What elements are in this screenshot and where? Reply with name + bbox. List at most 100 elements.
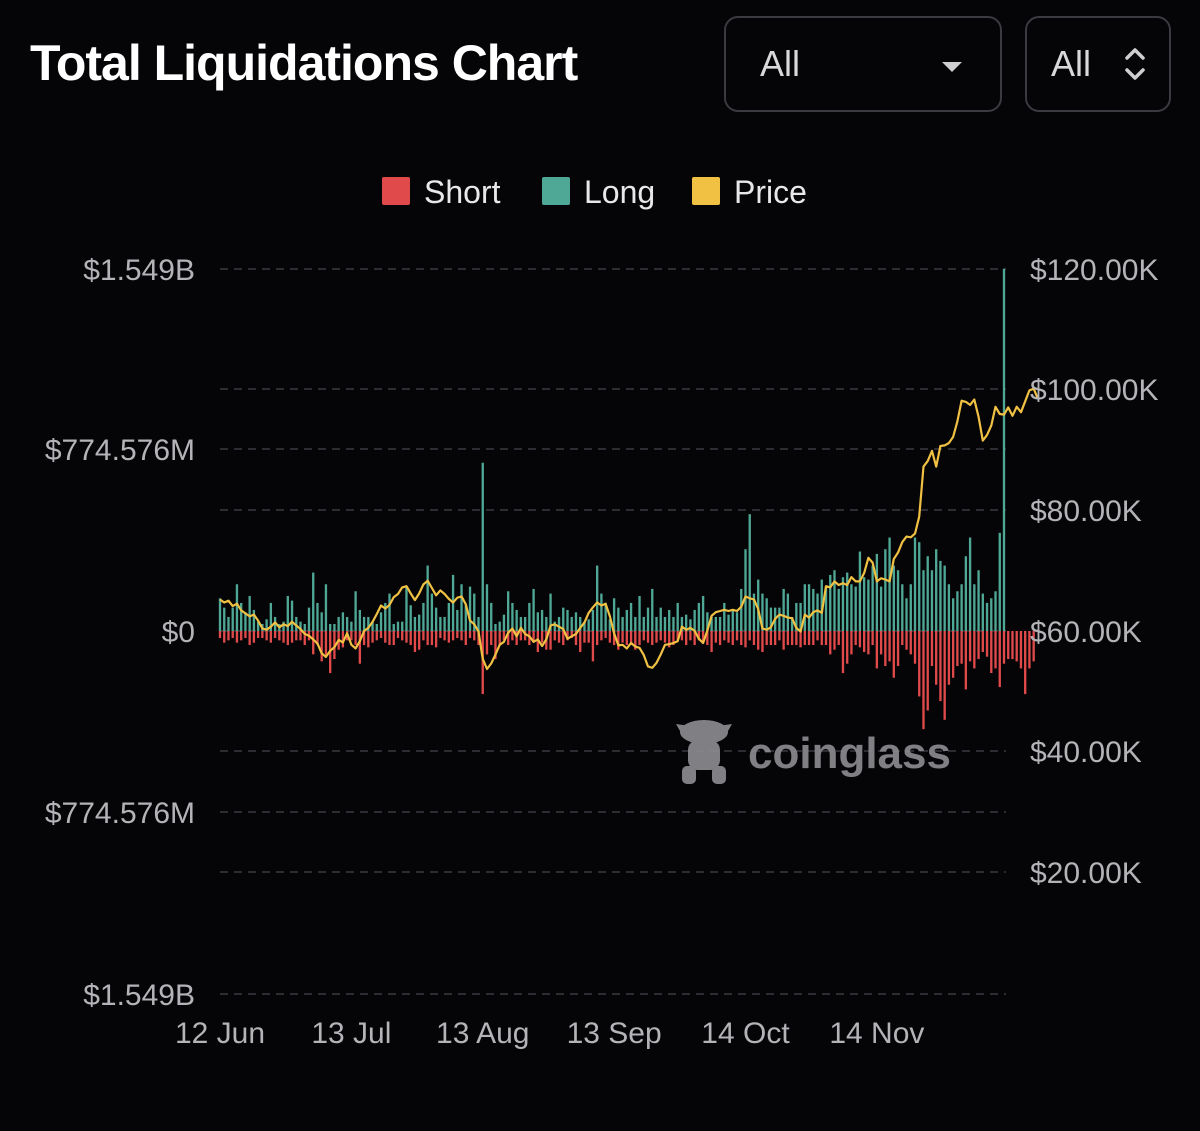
long-bar — [409, 605, 412, 631]
short-bar — [651, 631, 654, 646]
long-bar — [651, 588, 654, 631]
coinglass-watermark: coinglass — [676, 720, 951, 784]
short-bar — [532, 631, 535, 643]
short-bar — [295, 631, 298, 641]
long-bar — [951, 598, 955, 631]
short-bar — [977, 631, 980, 660]
legend-label-long: Long — [584, 174, 655, 210]
long-bar — [629, 602, 633, 631]
short-bar — [807, 631, 811, 646]
legend-label-price: Price — [734, 174, 807, 210]
long-bar — [807, 584, 811, 631]
filter-select-secondary[interactable]: All — [1025, 16, 1171, 112]
short-bar — [434, 631, 438, 648]
short-bar — [803, 631, 806, 646]
long-bar — [375, 623, 378, 631]
short-bar — [379, 631, 383, 639]
long-bar — [553, 621, 556, 631]
short-bar — [375, 631, 378, 641]
short-bar — [634, 631, 637, 650]
long-bar — [367, 616, 370, 631]
short-bar — [625, 631, 628, 646]
short-bar — [629, 631, 633, 646]
short-bar — [867, 631, 870, 655]
short-bar — [1024, 631, 1027, 695]
short-bar — [714, 631, 717, 643]
x-axis-tick-label: 13 Aug — [436, 1017, 529, 1050]
short-bar — [655, 631, 658, 643]
short-bar — [846, 631, 849, 664]
right-axis-tick-label: $20.00K — [1030, 857, 1142, 890]
long-bar — [668, 609, 671, 631]
filter-select-secondary-value: All — [1051, 43, 1092, 84]
long-bar — [354, 591, 357, 631]
short-bar — [642, 631, 645, 641]
short-bar — [570, 631, 573, 639]
short-bar — [926, 631, 929, 711]
long-bar — [680, 616, 684, 631]
long-bar — [769, 607, 773, 631]
long-bar — [714, 616, 717, 631]
long-bar — [846, 572, 849, 631]
long-bar — [329, 623, 332, 631]
short-bar — [562, 631, 565, 646]
short-bar — [350, 631, 353, 641]
long-bar — [943, 565, 946, 631]
short-bar — [799, 631, 802, 648]
short-bar — [1015, 631, 1018, 662]
long-bar — [579, 616, 582, 631]
short-bar — [947, 631, 951, 685]
long-bar — [434, 607, 438, 631]
short-bar — [248, 631, 251, 646]
long-bar — [799, 602, 802, 631]
long-bar — [731, 609, 734, 631]
short-bar — [727, 631, 730, 643]
right-axis-tick-label: $100.00K — [1030, 374, 1158, 407]
long-bar — [507, 591, 510, 631]
long-bar — [612, 598, 616, 631]
page-title: Total Liquidations Chart — [30, 35, 578, 91]
short-bar — [553, 631, 556, 641]
short-bar — [943, 631, 946, 720]
long-bar — [689, 619, 692, 631]
short-bar — [223, 631, 226, 643]
short-bar — [384, 631, 387, 643]
short-bar — [362, 631, 366, 646]
long-bar — [744, 549, 747, 631]
short-bar — [812, 631, 815, 646]
short-bar — [761, 631, 764, 653]
long-bar — [320, 612, 323, 631]
short-bar — [973, 631, 976, 669]
legend-label-short: Short — [424, 174, 501, 210]
short-bar — [621, 631, 624, 643]
long-bar — [532, 588, 535, 631]
short-bar — [265, 631, 268, 641]
legend-swatch-price — [692, 177, 720, 205]
long-bar — [498, 621, 501, 631]
long-bar — [922, 570, 925, 631]
long-bar — [901, 584, 904, 631]
long-bar — [405, 586, 408, 631]
short-bar — [1007, 631, 1010, 660]
short-bar — [583, 631, 586, 643]
x-axis-tick-label: 13 Sep — [567, 1017, 662, 1050]
short-bar — [405, 631, 408, 643]
long-bar — [968, 537, 972, 631]
long-bar — [401, 621, 404, 631]
short-bar — [718, 631, 722, 646]
filter-select-primary[interactable]: All — [724, 16, 1002, 112]
long-bar — [468, 586, 472, 631]
short-bar — [596, 631, 599, 646]
short-bars — [218, 631, 1035, 730]
long-bar — [977, 570, 980, 631]
liquidations-chart: Short Long Price coinglass $1.549B $774.576… — [45, 174, 1159, 1050]
long-bar — [841, 577, 845, 631]
long-bar — [918, 542, 921, 631]
long-bar — [604, 602, 607, 631]
short-bar — [829, 631, 832, 655]
long-bar — [812, 588, 815, 631]
short-bar — [591, 631, 595, 662]
long-bar — [947, 584, 951, 631]
short-bar — [473, 631, 476, 641]
short-bar — [401, 631, 404, 641]
